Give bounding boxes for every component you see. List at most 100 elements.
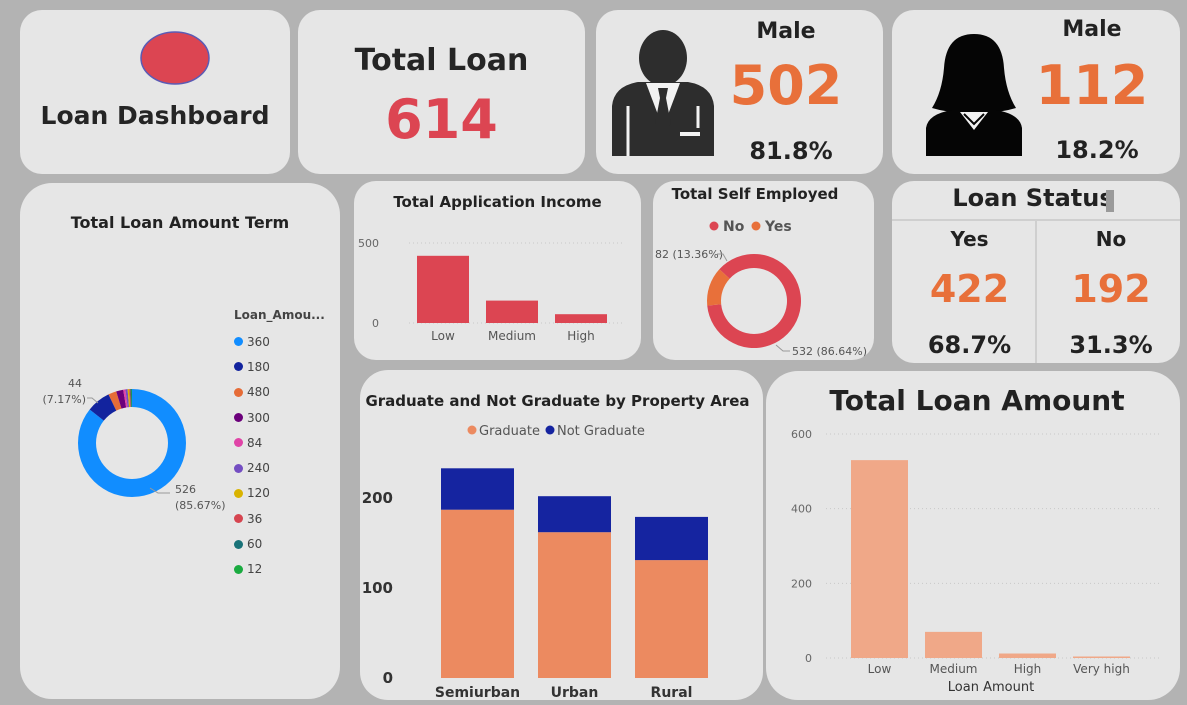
male-count: 502: [729, 54, 843, 117]
graduate-stacked-bar-chart: Graduate Not Graduate 0 100 200 Semiurban Urba…: [362, 424, 708, 700]
legend-item[interactable]: 60: [234, 531, 270, 556]
x-tick-label: Low: [431, 329, 455, 343]
x-axis-label: Loan Amount: [947, 680, 1035, 695]
y-tick-label: 0: [383, 669, 393, 687]
legend-dot: [234, 387, 243, 397]
legend-label: 36: [247, 511, 263, 526]
legend-item[interactable]: 84: [234, 430, 270, 455]
bar-low: [417, 255, 469, 323]
legend-item[interactable]: 240: [234, 455, 270, 480]
legend-dot: [709, 221, 719, 231]
loan-term-card: Total Loan Amount Term 44 (7.17%) 526 (85.6…: [20, 183, 340, 699]
legend-dot: [234, 564, 243, 574]
legend-item[interactable]: 360: [234, 329, 270, 354]
legend-item[interactable]: 36: [234, 506, 270, 531]
total-loan-card: Total Loan 614: [298, 10, 585, 174]
legend-dot: [234, 438, 243, 448]
y-tick-label: 0: [805, 652, 812, 665]
chart-title: Total Loan Amount Term: [70, 213, 290, 232]
legend-label: 480: [247, 385, 270, 400]
leader-line: [717, 253, 728, 262]
leader-line: [775, 344, 790, 352]
divider: [1035, 221, 1037, 363]
x-tick-label: Very high: [1073, 662, 1130, 676]
legend-label: No: [723, 219, 745, 235]
legend-item[interactable]: 12: [234, 557, 270, 582]
bar-low: [851, 460, 908, 658]
status-yes-percent: 68.7%: [927, 331, 1012, 359]
donut-slice-240: [125, 389, 130, 408]
chart-title: Graduate and Not Graduate by Property Ar…: [365, 392, 750, 410]
status-yes-count: 422: [929, 267, 1010, 311]
legend-item[interactable]: 180: [234, 354, 270, 379]
data-label: 44: [68, 377, 82, 390]
bar-rural-not-graduate: [635, 516, 708, 561]
female-percent: 18.2%: [1055, 136, 1139, 164]
status-no-count: 192: [1071, 267, 1151, 311]
legend-label: Yes: [764, 219, 792, 235]
legend-label: 360: [247, 334, 270, 349]
bar-urban-not-graduate: [538, 496, 611, 533]
legend-dot: [234, 413, 243, 423]
divider: [892, 219, 1180, 221]
donut-slice-300: [116, 389, 127, 409]
legend-dot: [234, 362, 243, 372]
donut-slice-12: [131, 389, 132, 408]
y-tick-label: 0: [372, 317, 379, 330]
donut-slice-60: [130, 389, 132, 408]
legend-dot: [545, 425, 555, 435]
bar-semiurban-graduate: [441, 509, 514, 678]
legend-dot: [751, 221, 761, 231]
leader-line: [87, 397, 99, 404]
total-loan-value: 614: [385, 88, 498, 151]
donut-slice-36: [129, 389, 131, 408]
loan-status-title: Loan Status: [952, 184, 1114, 212]
donut-slice-480: [108, 391, 122, 411]
y-tick-label: 400: [791, 503, 812, 516]
woman-silhouette-icon: [926, 34, 1022, 156]
legend-label: Graduate: [479, 424, 540, 439]
status-no-percent: 31.3%: [1069, 331, 1153, 359]
chart-title: Total Application Income: [393, 193, 602, 211]
donut-slice-No: [707, 253, 801, 348]
logo-icon: [140, 31, 210, 85]
total-loan-label: Total Loan: [354, 43, 529, 78]
x-tick-label: Medium: [930, 662, 978, 676]
income-card: Total Application Income 0 500 Low Medium Hi…: [354, 181, 641, 360]
legend-dot: [234, 337, 243, 347]
y-tick-label: 500: [358, 237, 379, 250]
male-card: Male 502 81.8%: [596, 10, 883, 174]
x-tick-label: Low: [868, 662, 892, 676]
data-label: (7.17%): [42, 393, 86, 406]
legend-label: Not Graduate: [557, 424, 645, 439]
legend-item[interactable]: 300: [234, 405, 270, 430]
loan-term-legend: 360 180 480 300 84 240 120 36 60 12: [234, 329, 270, 582]
legend-item[interactable]: 120: [234, 481, 270, 506]
data-label: (85.67%): [175, 499, 226, 512]
donut-slice-84: [123, 389, 128, 408]
male-label: Male: [756, 19, 816, 44]
bar-medium: [925, 631, 982, 658]
legend-label: 60: [247, 537, 263, 552]
scrollbar-handle[interactable]: [1106, 190, 1114, 212]
data-label: 82 (13.36%): [655, 248, 723, 261]
legend-item[interactable]: 480: [234, 380, 270, 405]
x-tick-label: Urban: [551, 685, 599, 700]
self-employed-donut: No Yes 82 (13.36%) 532 (86.64%): [655, 219, 867, 358]
female-count: 112: [1035, 54, 1149, 117]
x-tick-label: Rural: [651, 685, 693, 700]
legend-label: 240: [247, 461, 270, 476]
self-employed-card: Total Self Employed No Yes 82 (13.36%) 532 …: [653, 181, 874, 360]
loan-amount-bar-chart: 0 200 400 600 Low Medium High Very high: [791, 428, 1161, 676]
y-tick-label: 100: [362, 579, 393, 597]
status-no-label: No: [1095, 227, 1127, 251]
bar-urban-graduate: [538, 532, 611, 678]
y-tick-label: 200: [362, 489, 393, 507]
bar-high: [555, 314, 607, 323]
data-label: 526: [175, 483, 196, 496]
loan-term-donut: 44 (7.17%) 526 (85.67%): [42, 377, 226, 512]
donut-slice-360: [77, 389, 186, 498]
leader-line: [149, 487, 170, 494]
x-tick-label: Semiurban: [435, 685, 520, 700]
x-tick-label: High: [1014, 662, 1042, 676]
